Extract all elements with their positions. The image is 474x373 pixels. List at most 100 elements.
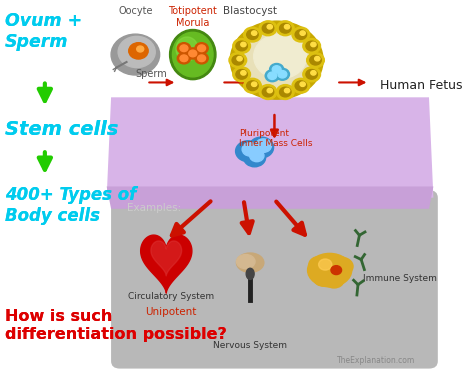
- Text: Stem cells: Stem cells: [5, 120, 118, 139]
- Ellipse shape: [237, 253, 264, 272]
- Text: 400+ Types of
Body cells: 400+ Types of Body cells: [5, 186, 137, 225]
- Circle shape: [319, 259, 332, 270]
- Circle shape: [284, 25, 290, 29]
- Circle shape: [239, 29, 314, 92]
- Text: Totipotent
Morula: Totipotent Morula: [168, 6, 217, 28]
- Polygon shape: [107, 97, 433, 198]
- Circle shape: [189, 50, 197, 57]
- Text: Examples:: Examples:: [127, 203, 181, 213]
- Circle shape: [129, 43, 148, 59]
- Circle shape: [262, 87, 274, 97]
- Circle shape: [270, 63, 284, 75]
- Ellipse shape: [309, 256, 331, 273]
- Ellipse shape: [314, 273, 332, 286]
- Circle shape: [232, 55, 244, 65]
- Circle shape: [255, 139, 272, 153]
- Circle shape: [246, 81, 258, 91]
- Circle shape: [280, 87, 291, 97]
- Circle shape: [280, 23, 291, 33]
- Text: Pluripotent
Inner Mass Cells: Pluripotent Inner Mass Cells: [239, 129, 313, 148]
- Circle shape: [233, 67, 250, 82]
- Circle shape: [306, 41, 318, 51]
- Text: Sperm: Sperm: [136, 69, 167, 79]
- Circle shape: [276, 85, 294, 100]
- Circle shape: [244, 27, 261, 42]
- Circle shape: [331, 266, 342, 275]
- Circle shape: [310, 55, 321, 65]
- Circle shape: [272, 66, 281, 73]
- Circle shape: [259, 85, 277, 100]
- Circle shape: [244, 78, 261, 93]
- Circle shape: [284, 88, 290, 93]
- FancyBboxPatch shape: [111, 190, 438, 369]
- Text: Ovum +
Sperm: Ovum + Sperm: [5, 12, 82, 51]
- Circle shape: [315, 56, 320, 61]
- Text: 400+ Types of
Body cells: 400+ Types of Body cells: [5, 186, 137, 225]
- Text: Ovum +
Sperm: Ovum + Sperm: [5, 12, 82, 51]
- Text: Unipotent: Unipotent: [145, 307, 196, 317]
- Circle shape: [242, 142, 258, 156]
- Ellipse shape: [328, 257, 353, 276]
- Text: TheExplanation.com: TheExplanation.com: [337, 355, 415, 364]
- Circle shape: [276, 21, 294, 36]
- Circle shape: [259, 21, 277, 36]
- Circle shape: [265, 70, 279, 82]
- Text: How is such
differentiation possible?: How is such differentiation possible?: [5, 309, 227, 342]
- Circle shape: [267, 25, 273, 29]
- Circle shape: [311, 70, 316, 75]
- Circle shape: [198, 45, 206, 51]
- Polygon shape: [151, 241, 182, 276]
- Circle shape: [229, 53, 246, 68]
- Circle shape: [195, 53, 208, 64]
- Circle shape: [195, 43, 208, 54]
- Text: Immune System: Immune System: [363, 274, 437, 283]
- Ellipse shape: [308, 253, 352, 287]
- Circle shape: [186, 48, 200, 59]
- Circle shape: [268, 72, 277, 79]
- Circle shape: [177, 43, 191, 54]
- Circle shape: [230, 21, 323, 99]
- Circle shape: [249, 137, 273, 158]
- Circle shape: [180, 55, 188, 62]
- Circle shape: [278, 70, 287, 78]
- Circle shape: [311, 42, 316, 47]
- Text: Nervous System: Nervous System: [213, 341, 287, 350]
- Circle shape: [252, 31, 257, 35]
- Circle shape: [236, 141, 260, 162]
- Circle shape: [267, 88, 273, 93]
- Circle shape: [118, 37, 155, 68]
- Polygon shape: [141, 235, 192, 293]
- Circle shape: [246, 30, 258, 40]
- Circle shape: [275, 68, 290, 80]
- Circle shape: [180, 45, 188, 51]
- Circle shape: [241, 42, 246, 47]
- Text: Human Fetus: Human Fetus: [381, 79, 463, 92]
- Circle shape: [254, 34, 307, 79]
- Circle shape: [306, 69, 318, 79]
- Circle shape: [295, 30, 307, 40]
- Circle shape: [236, 41, 247, 51]
- Circle shape: [303, 38, 320, 53]
- Circle shape: [244, 148, 265, 167]
- Circle shape: [292, 78, 310, 93]
- Circle shape: [303, 67, 320, 82]
- Text: How is such
differentiation possible?: How is such differentiation possible?: [5, 309, 227, 342]
- Circle shape: [177, 53, 191, 64]
- Circle shape: [292, 27, 310, 42]
- Text: Oocyte: Oocyte: [118, 6, 153, 16]
- Circle shape: [137, 46, 144, 52]
- Circle shape: [237, 56, 242, 61]
- Circle shape: [198, 55, 206, 62]
- Circle shape: [233, 38, 250, 53]
- Ellipse shape: [246, 268, 254, 279]
- Ellipse shape: [176, 37, 198, 61]
- Circle shape: [295, 81, 307, 91]
- Circle shape: [300, 31, 305, 35]
- Polygon shape: [107, 186, 433, 209]
- Ellipse shape: [170, 29, 216, 80]
- Circle shape: [241, 70, 246, 75]
- Ellipse shape: [237, 254, 255, 269]
- Circle shape: [300, 82, 305, 87]
- Circle shape: [236, 69, 247, 79]
- Circle shape: [252, 82, 257, 87]
